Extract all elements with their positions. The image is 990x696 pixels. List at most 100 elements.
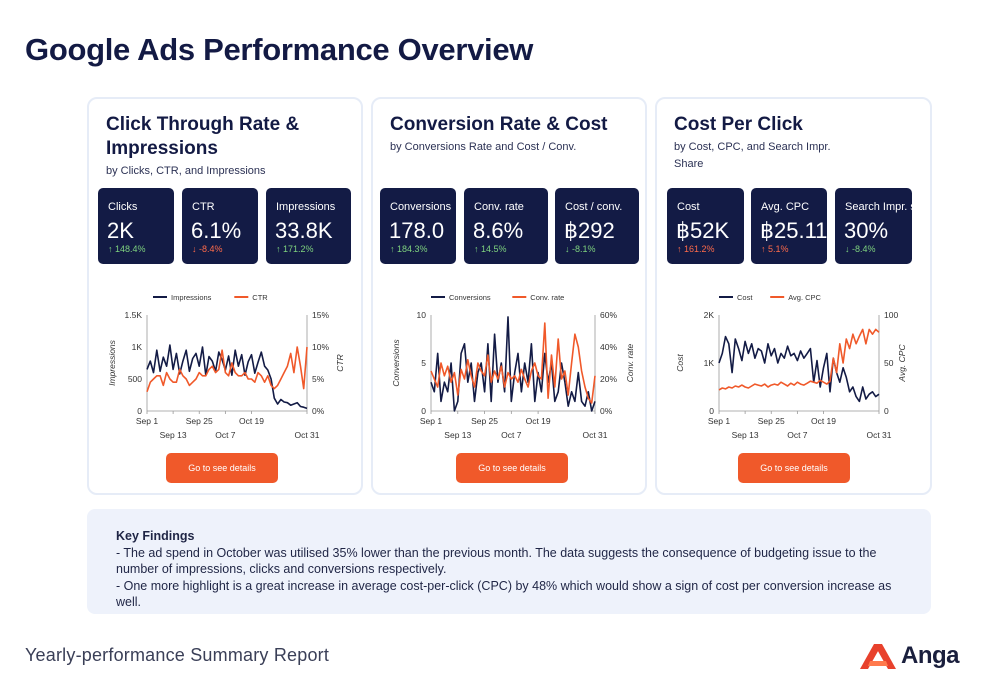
kpi-search-impr-share[interactable]: Search Impr. share 30% ↓ -8.4% bbox=[835, 188, 912, 264]
kpi-value: 6.1% bbox=[191, 218, 242, 243]
trend-arrow-icon: ↓ bbox=[565, 244, 570, 254]
kpi-label: Conversions bbox=[390, 201, 452, 213]
x-tick-label: Sep 13 bbox=[444, 430, 471, 440]
kpi-delta: ↑ 14.5% bbox=[474, 244, 507, 254]
kpi-delta: ↓ -8.4% bbox=[845, 244, 876, 254]
finding-item: - One more highlight is a great increase… bbox=[116, 578, 892, 610]
card-title: Cost Per Click bbox=[674, 114, 803, 135]
kpi-cost[interactable]: Cost ฿52K ↑ 161.2% bbox=[667, 188, 744, 264]
kpi-delta: ↑ 161.2% bbox=[677, 244, 715, 254]
trend-arrow-icon: ↑ bbox=[677, 244, 682, 254]
kpi-conv-rate[interactable]: Conv. rate 8.6% ↑ 14.5% bbox=[464, 188, 548, 264]
kpi-value: ฿52K bbox=[676, 218, 730, 243]
series-line-avg-cpc bbox=[718, 328, 880, 391]
kpi-conversions[interactable]: Conversions 178.0 ↑ 184.3% bbox=[380, 188, 456, 264]
series-line-cost bbox=[718, 335, 880, 403]
card-title: Click Through Rate & Impressions bbox=[106, 113, 299, 161]
kpi-delta: ↑ 171.2% bbox=[276, 244, 314, 254]
x-tick-label: Sep 25 bbox=[186, 416, 213, 426]
kpi-delta: ↑ 184.3% bbox=[390, 244, 428, 254]
y2-axis-title: CTR bbox=[335, 354, 345, 371]
impressions-ctr-chart: Impressions CTR 0 500 1K 1.5K 0% 5% 10% 15% Impres… bbox=[107, 293, 345, 440]
legend-label: Cost bbox=[737, 293, 753, 302]
kpi-delta: ↓ -8.4% bbox=[192, 244, 223, 254]
anga-logo-icon bbox=[860, 644, 896, 669]
x-tick-label: Oct 19 bbox=[811, 416, 836, 426]
y-tick-label: 0 bbox=[421, 406, 426, 416]
y2-tick-label: 15% bbox=[312, 310, 329, 320]
y-tick-label: 1K bbox=[132, 342, 143, 352]
y-tick-label: 500 bbox=[128, 374, 142, 384]
conversions-rate-chart: Conversions Conv. rate 0 5 10 0% 20% 40% 60% Conv… bbox=[391, 293, 635, 440]
y-axis-title: Cost bbox=[675, 354, 685, 372]
y2-tick-label: 0% bbox=[312, 406, 325, 416]
y-tick-label: 1.5K bbox=[125, 310, 143, 320]
kpi-delta-text: 161.2% bbox=[684, 244, 715, 254]
kpi-value: ฿25.11 bbox=[760, 218, 827, 243]
y-axis-title: Conversions bbox=[391, 339, 401, 387]
go-to-details-button[interactable]: Go to see details bbox=[456, 453, 568, 483]
y2-tick-label: 50 bbox=[884, 358, 894, 368]
kpi-impressions[interactable]: Impressions 33.8K ↑ 171.2% bbox=[266, 188, 351, 264]
x-tick-label: Oct 19 bbox=[526, 416, 551, 426]
series-line-ctr bbox=[146, 346, 308, 393]
card-title-line: Click Through Rate & bbox=[106, 114, 300, 135]
x-tick-label: Sep 13 bbox=[160, 430, 187, 440]
x-tick-label: Sep 1 bbox=[420, 416, 442, 426]
kpi-delta: ↓ -8.1% bbox=[565, 244, 596, 254]
y2-tick-label: 0% bbox=[600, 406, 613, 416]
y-tick-label: 2K bbox=[704, 310, 715, 320]
trend-arrow-icon: ↑ bbox=[108, 244, 113, 254]
kpi-delta-text: -8.1% bbox=[572, 244, 596, 254]
kpi-delta-text: -8.4% bbox=[852, 244, 876, 254]
legend-label: Conv. rate bbox=[530, 293, 564, 302]
kpi-delta-text: 14.5% bbox=[481, 244, 507, 254]
kpi-value: 30% bbox=[844, 218, 889, 243]
kpi-delta-text: 171.2% bbox=[283, 244, 314, 254]
kpi-label: Search Impr. share bbox=[845, 201, 912, 213]
y2-tick-label: 100 bbox=[884, 310, 898, 320]
y2-axis-title: Avg. CPC bbox=[897, 344, 907, 383]
x-tick-label: Oct 19 bbox=[239, 416, 264, 426]
card-subtitle: by Conversions Rate and Cost / Conv. bbox=[390, 141, 577, 153]
kpi-ctr[interactable]: CTR 6.1% ↓ -8.4% bbox=[182, 188, 258, 264]
kpi-label: Avg. CPC bbox=[761, 201, 810, 213]
trend-arrow-icon: ↓ bbox=[192, 244, 197, 254]
x-tick-label: Sep 25 bbox=[471, 416, 498, 426]
key-findings-panel: Key Findings - The ad spend in October w… bbox=[87, 509, 931, 614]
y2-tick-label: 60% bbox=[600, 310, 617, 320]
kpi-label: Cost bbox=[677, 201, 700, 213]
kpi-value: 8.6% bbox=[473, 218, 524, 243]
cost-per-click-card: Cost Per Click by Cost, CPC, and Search … bbox=[655, 97, 932, 495]
kpi-value: ฿292 bbox=[564, 218, 615, 243]
legend-label: Impressions bbox=[171, 293, 212, 302]
kpi-cost-per-conv[interactable]: Cost / conv. ฿292 ↓ -8.1% bbox=[555, 188, 639, 264]
kpi-clicks[interactable]: Clicks 2K ↑ 148.4% bbox=[98, 188, 174, 264]
card-subtitle: by Cost, CPC, and Search Impr. Share bbox=[674, 139, 831, 173]
kpi-avg-cpc[interactable]: Avg. CPC ฿25.11 ↑ 5.1% bbox=[751, 188, 827, 264]
go-to-details-button[interactable]: Go to see details bbox=[166, 453, 278, 483]
card-subtitle: by Clicks, CTR, and Impressions bbox=[106, 165, 266, 177]
kpi-label: Impressions bbox=[276, 201, 336, 213]
go-to-details-button[interactable]: Go to see details bbox=[738, 453, 850, 483]
card-subtitle-line: Share bbox=[674, 158, 704, 170]
x-tick-label: Oct 31 bbox=[294, 430, 319, 440]
kpi-value: 33.8K bbox=[275, 218, 333, 243]
trend-arrow-icon: ↑ bbox=[761, 244, 766, 254]
x-tick-label: Oct 7 bbox=[501, 430, 522, 440]
page-title: Google Ads Performance Overview bbox=[25, 32, 534, 67]
trend-arrow-icon: ↓ bbox=[845, 244, 850, 254]
y-tick-label: 0 bbox=[709, 406, 714, 416]
y2-tick-label: 5% bbox=[312, 374, 325, 384]
y2-tick-label: 20% bbox=[600, 374, 617, 384]
kpi-delta: ↑ 5.1% bbox=[761, 244, 789, 254]
legend-label: Avg. CPC bbox=[788, 293, 821, 302]
y-tick-label: 1K bbox=[704, 358, 715, 368]
trend-arrow-icon: ↑ bbox=[474, 244, 479, 254]
card-title: Conversion Rate & Cost bbox=[390, 114, 608, 135]
series-line-impressions bbox=[146, 344, 308, 410]
x-tick-label: Sep 1 bbox=[136, 416, 158, 426]
legend-label: CTR bbox=[252, 293, 268, 302]
y-tick-label: 10 bbox=[417, 310, 427, 320]
conversion-rate-cost-card: Conversion Rate & Cost by Conversions Ra… bbox=[371, 97, 647, 495]
